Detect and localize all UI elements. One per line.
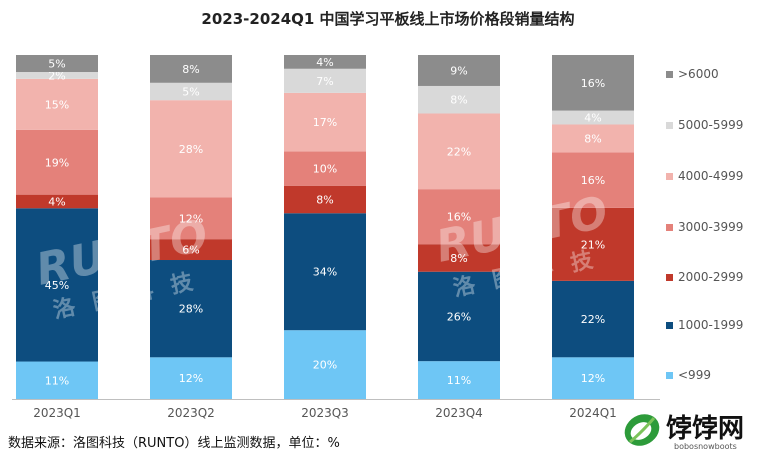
x-tick-label: 2023Q3 — [301, 406, 349, 420]
bar-segment — [16, 129, 98, 195]
bar-segment — [150, 55, 232, 83]
data-label: 12% — [179, 212, 203, 225]
x-tick-label: 2024Q1 — [569, 406, 617, 420]
legend-swatch — [666, 122, 673, 129]
data-label: 4% — [584, 112, 601, 125]
legend-label: <999 — [678, 368, 711, 382]
data-label: 15% — [45, 98, 69, 111]
bar-segment — [418, 189, 500, 245]
data-label: 5% — [182, 85, 199, 98]
x-tick-label: 2023Q1 — [33, 406, 81, 420]
data-label: 22% — [447, 145, 471, 158]
legend-swatch — [666, 322, 673, 329]
bar-segment — [16, 194, 98, 209]
data-label: 2% — [48, 69, 65, 82]
bar-segment — [284, 68, 366, 93]
bar-segment — [552, 124, 634, 153]
data-label: 4% — [316, 56, 333, 69]
data-label: 19% — [45, 156, 69, 169]
bar-segment — [552, 280, 634, 358]
data-label: 8% — [182, 63, 199, 76]
bar-segment — [418, 244, 500, 272]
legend-label: 5000-5999 — [678, 118, 743, 132]
data-label: 6% — [182, 244, 199, 257]
bar-segment — [284, 151, 366, 186]
x-tick-label: 2023Q2 — [167, 406, 215, 420]
logo-name: 饽饽网 — [666, 414, 744, 444]
legend-label: 1000-1999 — [678, 318, 743, 332]
data-label: 16% — [581, 77, 605, 90]
data-label: 28% — [179, 143, 203, 156]
bar-segment — [552, 152, 634, 208]
bar-segment — [284, 330, 366, 399]
data-label: 5% — [48, 58, 65, 71]
data-label: 12% — [179, 372, 203, 385]
legend-swatch — [666, 173, 673, 180]
legend-label: >6000 — [678, 67, 719, 81]
data-label: 11% — [447, 374, 471, 387]
bar-segment — [16, 208, 98, 362]
bar-segment — [150, 82, 232, 101]
bar-segment — [150, 197, 232, 240]
bar-segment — [284, 92, 366, 152]
data-label: 28% — [179, 303, 203, 316]
data-label: 8% — [450, 94, 467, 107]
bar-segment — [418, 271, 500, 362]
legend-label: 3000-3999 — [678, 220, 743, 234]
bar-segment — [552, 357, 634, 399]
bar-segment — [418, 85, 500, 114]
bar-segment — [16, 72, 98, 79]
bar-segment — [418, 361, 500, 399]
data-label: 8% — [584, 132, 601, 145]
data-label: 45% — [45, 279, 69, 292]
data-label: 20% — [313, 359, 337, 372]
data-label: 26% — [447, 310, 471, 323]
bar-segment — [552, 207, 634, 281]
leaf-icon — [624, 414, 660, 446]
bar-segment — [552, 55, 634, 111]
bar-segment — [150, 357, 232, 399]
bar-segment — [552, 110, 634, 125]
bar-segment — [16, 55, 98, 73]
data-label: 16% — [447, 211, 471, 224]
data-label: 17% — [313, 116, 337, 129]
chart-title: 2023-2024Q1 中国学习平板线上市场价格段销量结构 — [201, 10, 575, 28]
data-label: 34% — [313, 266, 337, 279]
bar-segment — [284, 185, 366, 214]
legend-label: 4000-4999 — [678, 169, 743, 183]
bar-segment — [150, 260, 232, 358]
data-label: 10% — [313, 163, 337, 176]
bar-segment — [418, 113, 500, 190]
stacked-bar-chart: 11%45%4%19%15%2%5%2023Q112%28%6%12%28%5%… — [12, 55, 743, 420]
data-label: 16% — [581, 174, 605, 187]
data-label: 12% — [581, 372, 605, 385]
bar-segment — [150, 239, 232, 261]
data-label: 7% — [316, 75, 333, 88]
legend-label: 2000-2999 — [678, 270, 743, 284]
bar-segment — [16, 78, 98, 130]
data-label: 8% — [316, 193, 333, 206]
legend-swatch — [666, 274, 673, 281]
logo-domain: bobosnowboots — [674, 442, 737, 451]
site-logo: 饽饽网 bobosnowboots — [624, 414, 744, 451]
bar-segment — [284, 213, 366, 331]
bar-segment — [284, 55, 366, 69]
data-label: 8% — [450, 252, 467, 265]
data-label: 21% — [581, 238, 605, 251]
data-label: 4% — [48, 195, 65, 208]
data-label: 9% — [450, 64, 467, 77]
x-tick-label: 2023Q4 — [435, 406, 483, 420]
bar-segment — [418, 55, 500, 86]
legend-swatch — [666, 71, 673, 78]
legend-swatch — [666, 372, 673, 379]
bar-segment — [16, 361, 98, 399]
data-label: 22% — [581, 313, 605, 326]
data-source-note: 数据来源：洛图科技（RUNTO）线上监测数据，单位：% — [8, 436, 340, 451]
data-label: 11% — [45, 374, 69, 387]
bar-segment — [150, 100, 232, 198]
legend-swatch — [666, 224, 673, 231]
